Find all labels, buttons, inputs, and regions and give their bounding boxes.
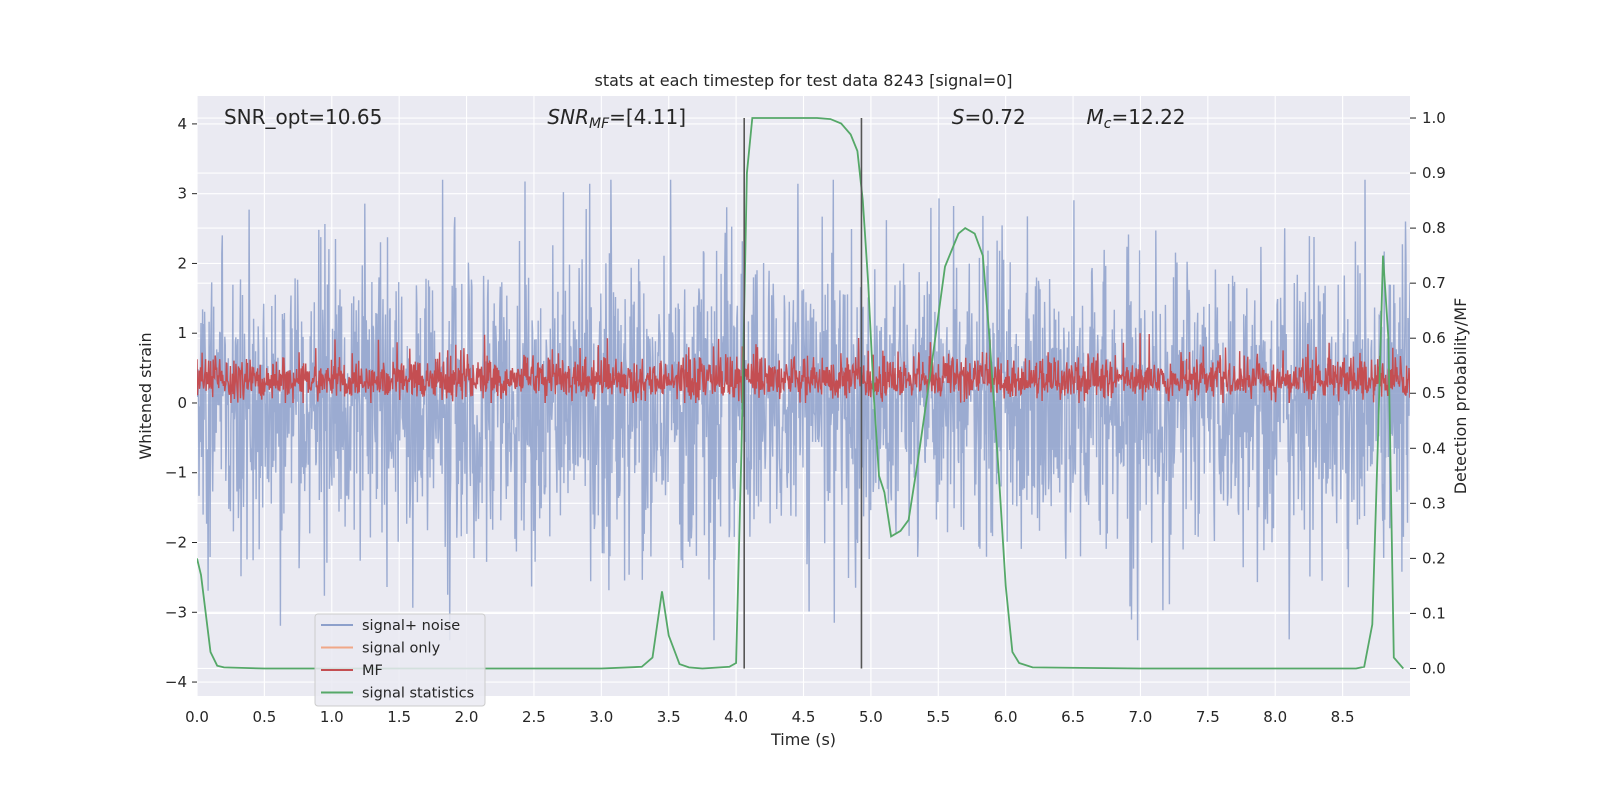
x-tick-label: 4.5 xyxy=(792,708,816,726)
y-right-tick-label: 0.4 xyxy=(1422,439,1446,457)
annotation-text: SNRMF=[4.11] xyxy=(547,105,686,132)
x-tick-label: 0.5 xyxy=(252,708,276,726)
annotation-rest: =[4.11] xyxy=(609,105,686,129)
x-tick-label: 6.0 xyxy=(994,708,1018,726)
x-tick-label: 7.0 xyxy=(1129,708,1153,726)
y-tick-label: −3 xyxy=(165,603,187,621)
legend-frame xyxy=(314,613,486,707)
series-signal-noise xyxy=(197,179,1410,641)
chart-title: stats at each timestep for test data 824… xyxy=(594,71,1012,90)
x-tick-label: 0.0 xyxy=(185,708,209,726)
annotation-rest: =0.72 xyxy=(964,105,1025,129)
x-tick-label: 6.5 xyxy=(1061,708,1085,726)
annotation-rest: =12.22 xyxy=(1112,105,1186,129)
legend-entry: signal statistics xyxy=(362,686,474,702)
y-tick-label: 3 xyxy=(177,185,187,203)
x-tick-label: 1.0 xyxy=(320,708,344,726)
annotation-subscript: c xyxy=(1104,116,1112,132)
y-axis-right-ticks: 1.0 0.9 0.8 0.7 0.6 0.5 0.4 0.3 0.2 0.1 0.0 xyxy=(1410,109,1446,677)
y-axis-ticks: 4 3 2 1 0 −1 −2 −3 −4 xyxy=(165,115,197,691)
x-tick-label: 2.5 xyxy=(522,708,546,726)
y-right-tick-label: 0.1 xyxy=(1422,604,1446,622)
annotation-main: S xyxy=(952,105,965,129)
legend: signal+ noise signal only MF signal statist… xyxy=(314,613,486,707)
series-area xyxy=(197,117,1410,670)
x-tick-label: 1.5 xyxy=(387,708,411,726)
x-axis-label: Time (s) xyxy=(770,730,836,749)
x-axis-ticks: 0.0 0.5 1.0 1.5 2.0 2.5 3.0 3.5 4.0 4.5 5.0 5.5 6.0 6… xyxy=(185,708,1354,726)
series-mf xyxy=(197,333,1410,404)
y-right-tick-label: 0.0 xyxy=(1422,659,1446,677)
legend-entry: signal only xyxy=(362,641,441,657)
annotations: SNR_opt=10.65 SNRMF=[4.11] S=0.72 Mc=12.22 xyxy=(224,105,1186,132)
y-right-tick-label: 0.7 xyxy=(1422,274,1446,292)
x-tick-label: 2.0 xyxy=(455,708,479,726)
y-right-tick-label: 0.6 xyxy=(1422,329,1446,347)
annotation-text: S=0.72 xyxy=(952,105,1026,129)
y-tick-label: −4 xyxy=(165,673,187,691)
annotation-main: SNR xyxy=(547,105,589,129)
legend-entry: MF xyxy=(362,663,383,679)
x-tick-label: 4.0 xyxy=(724,708,748,726)
x-tick-label: 3.5 xyxy=(657,708,681,726)
y-tick-label: −1 xyxy=(165,464,187,482)
y-right-tick-label: 0.5 xyxy=(1422,384,1446,402)
y-tick-label: 0 xyxy=(177,394,187,412)
y-right-tick-label: 0.2 xyxy=(1422,549,1446,567)
legend-entry: signal+ noise xyxy=(362,618,460,634)
x-tick-label: 8.0 xyxy=(1263,708,1287,726)
y-axis-label: Whitened strain xyxy=(136,332,155,459)
x-tick-label: 5.0 xyxy=(859,708,883,726)
annotation-text: SNR_opt=10.65 xyxy=(224,105,382,129)
y-right-tick-label: 0.9 xyxy=(1422,164,1446,182)
x-tick-label: 5.5 xyxy=(926,708,950,726)
y-right-tick-label: 0.3 xyxy=(1422,494,1446,512)
x-tick-label: 7.5 xyxy=(1196,708,1220,726)
y-right-tick-label: 1.0 xyxy=(1422,109,1446,127)
x-tick-label: 8.5 xyxy=(1331,708,1355,726)
annotation-text: Mc=12.22 xyxy=(1087,105,1186,132)
y-tick-label: 1 xyxy=(177,324,187,342)
y-right-tick-label: 0.8 xyxy=(1422,219,1446,237)
y-tick-label: −2 xyxy=(165,534,187,552)
y-axis-right-label: Detection probability/MF xyxy=(1451,298,1470,495)
vertical-markers xyxy=(743,118,863,669)
y-tick-label: 2 xyxy=(177,254,187,272)
y-tick-label: 4 xyxy=(177,115,187,133)
x-tick-label: 3.0 xyxy=(589,708,613,726)
annotation-subscript: MF xyxy=(589,116,610,132)
annotation-main: M xyxy=(1087,105,1104,129)
